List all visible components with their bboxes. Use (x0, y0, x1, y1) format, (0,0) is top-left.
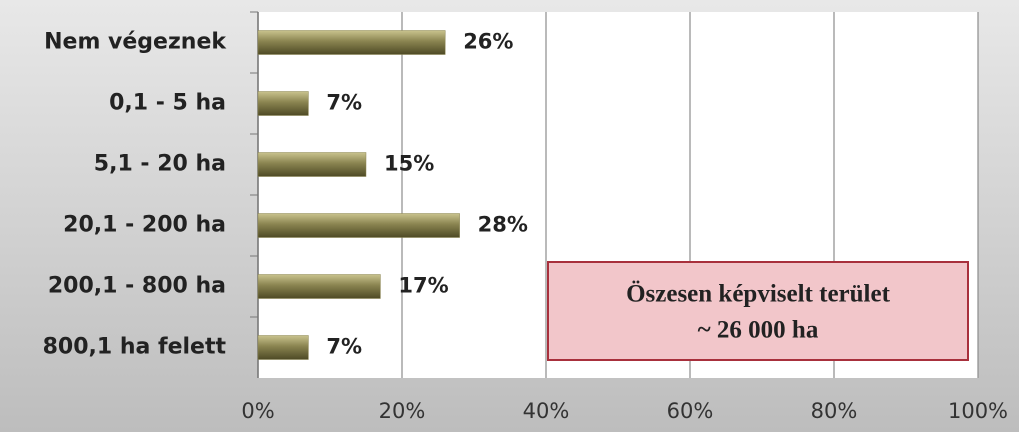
value-label: 26% (463, 30, 513, 54)
value-label: 17% (398, 274, 448, 298)
y-tick-label: 800,1 ha felett (43, 335, 227, 360)
x-tick-label: 0% (241, 399, 274, 423)
annotation: ~ 26 000 ha (698, 317, 819, 344)
bar (257, 335, 309, 360)
value-label: 7% (326, 335, 362, 359)
annotation-box (547, 261, 969, 361)
bar (257, 152, 367, 177)
value-label: 7% (326, 91, 362, 115)
bar (257, 91, 309, 116)
bar (257, 274, 381, 299)
value-label: 15% (384, 152, 434, 176)
y-tick-label: 0,1 - 5 ha (109, 91, 226, 116)
bar (257, 30, 446, 55)
x-tick-label: 80% (811, 399, 858, 423)
x-tick-label: 100% (948, 399, 1008, 423)
value-label: 28% (478, 213, 528, 237)
x-tick-label: 40% (523, 399, 570, 423)
y-tick-label: 200,1 - 800 ha (48, 274, 226, 299)
x-tick-label: 20% (379, 399, 426, 423)
y-tick-label: 20,1 - 200 ha (63, 213, 226, 238)
bar (257, 213, 460, 238)
annotation: Öszesen képviselt terület (626, 281, 891, 308)
y-tick-label: 5,1 - 20 ha (94, 152, 226, 177)
x-tick-label: 60% (667, 399, 714, 423)
y-tick-label: Nem végeznek (44, 30, 227, 55)
